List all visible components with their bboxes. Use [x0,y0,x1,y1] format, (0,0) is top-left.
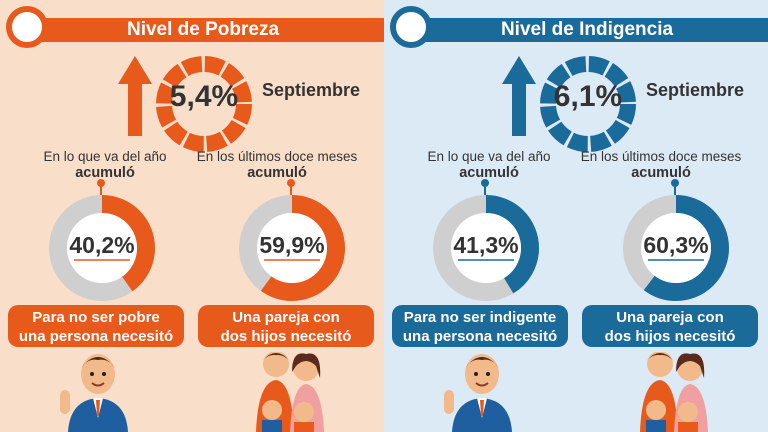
person-icon [444,354,512,432]
ytd-label-line1: En lo que va del año [43,149,167,164]
ytd-donut-chart [49,195,155,301]
family-pill: Una pareja con dos hijos necesitó [582,305,758,347]
connector-line [481,179,489,198]
pill-line2: una persona necesitó [18,328,174,345]
indigence-title: Nivel de Indigencia [406,18,768,42]
single-person-pill: Para no ser indigente una persona necesi… [392,305,568,347]
ytd-label-line2: acumuló [75,165,135,181]
last12-label: En los últimos doce meses acumuló [576,148,746,182]
connector-line [287,179,295,198]
monthly-value: 6,1% [553,80,623,113]
pill-line1: Para no ser pobre [32,309,160,326]
title-circle-icon [390,6,432,48]
segmented-ring-icon [156,56,252,152]
ytd-label-line1: En lo que va del año [427,149,551,164]
ytd-label: En lo que va del año acumuló [20,148,190,182]
ytd-value: 41,3% [453,232,519,258]
last12-value: 60,3% [643,232,709,258]
ytd-label: En lo que va del año acumuló [404,148,574,182]
pill-line2: dos hijos necesitó [604,328,736,345]
last12-label: En los últimos doce meses acumuló [192,148,362,182]
last12-label-line2: acumuló [247,165,307,181]
title-circle-icon [6,6,48,48]
poverty-panel: Nivel de Pobreza 5,4% Septiembre En lo q… [0,0,384,432]
connector-line [97,179,105,198]
arrow-up-icon [502,56,536,136]
pill-line1: Para no ser indigente [403,309,557,326]
segmented-ring-icon [540,56,636,152]
month-label: Septiembre [262,80,361,100]
last12-label-line1: En los últimos doce meses [580,149,742,164]
ytd-label-line2: acumuló [459,165,519,181]
pill-line2: dos hijos necesitó [220,328,352,345]
last12-label-line2: acumuló [631,165,691,181]
pill-line1: Una pareja con [616,309,724,326]
person-icon [60,354,128,432]
pill-line1: Una pareja con [232,309,340,326]
last12-value: 59,9% [259,232,325,258]
last12-label-line1: En los últimos doce meses [196,149,358,164]
family-icon [640,352,708,432]
family-icon [256,352,324,432]
ytd-donut-chart [433,195,539,301]
ytd-value: 40,2% [69,232,135,258]
last12-donut-chart [239,195,345,301]
last12-donut-chart [623,195,729,301]
poverty-title: Nivel de Pobreza [22,18,384,42]
monthly-value: 5,4% [169,80,239,113]
indigence-panel: Nivel de Indigencia 6,1% Septiembre En l… [384,0,768,432]
pill-line2: una persona necesitó [402,328,558,345]
single-person-pill: Para no ser pobre una persona necesitó [8,305,184,347]
month-label: Septiembre [646,80,745,100]
connector-line [671,179,679,198]
family-pill: Una pareja con dos hijos necesitó [198,305,374,347]
arrow-up-icon [118,56,152,136]
